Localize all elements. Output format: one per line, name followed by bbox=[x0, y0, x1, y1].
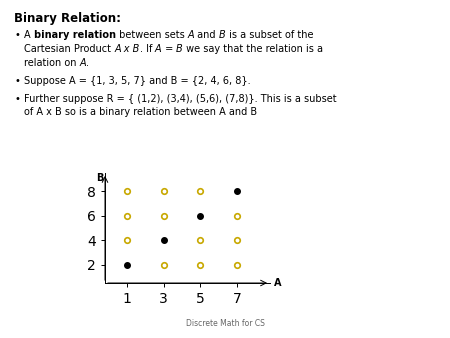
Text: Discrete Math for CS: Discrete Math for CS bbox=[185, 319, 265, 328]
Text: B: B bbox=[219, 30, 225, 40]
Text: of A x B so is a binary relation between A and B: of A x B so is a binary relation between… bbox=[24, 107, 257, 117]
Text: A: A bbox=[274, 278, 281, 288]
Text: =: = bbox=[162, 44, 176, 54]
Text: . If: . If bbox=[140, 44, 155, 54]
Text: Suppose A = {1, 3, 5, 7} and B = {2, 4, 6, 8}.: Suppose A = {1, 3, 5, 7} and B = {2, 4, … bbox=[24, 76, 251, 86]
Text: .: . bbox=[86, 58, 89, 68]
Text: A: A bbox=[188, 30, 194, 40]
Text: between sets: between sets bbox=[116, 30, 188, 40]
Text: A x B: A x B bbox=[114, 44, 140, 54]
Text: B: B bbox=[176, 44, 183, 54]
Text: A: A bbox=[80, 58, 86, 68]
Text: is a subset of the: is a subset of the bbox=[225, 30, 313, 40]
Text: relation on: relation on bbox=[24, 58, 80, 68]
Text: •: • bbox=[14, 76, 20, 86]
Text: and: and bbox=[194, 30, 219, 40]
Text: Binary Relation:: Binary Relation: bbox=[14, 12, 121, 25]
Text: A: A bbox=[155, 44, 162, 54]
Text: •: • bbox=[14, 30, 20, 40]
Text: binary relation: binary relation bbox=[34, 30, 116, 40]
Text: •: • bbox=[14, 94, 20, 104]
Text: we say that the relation is a: we say that the relation is a bbox=[183, 44, 323, 54]
Text: A: A bbox=[24, 30, 34, 40]
Text: Further suppose R = { (1,2), (3,4), (5,6), (7,8)}. This is a subset: Further suppose R = { (1,2), (3,4), (5,6… bbox=[24, 94, 337, 104]
Text: B: B bbox=[96, 173, 103, 183]
Text: Cartesian Product: Cartesian Product bbox=[24, 44, 114, 54]
